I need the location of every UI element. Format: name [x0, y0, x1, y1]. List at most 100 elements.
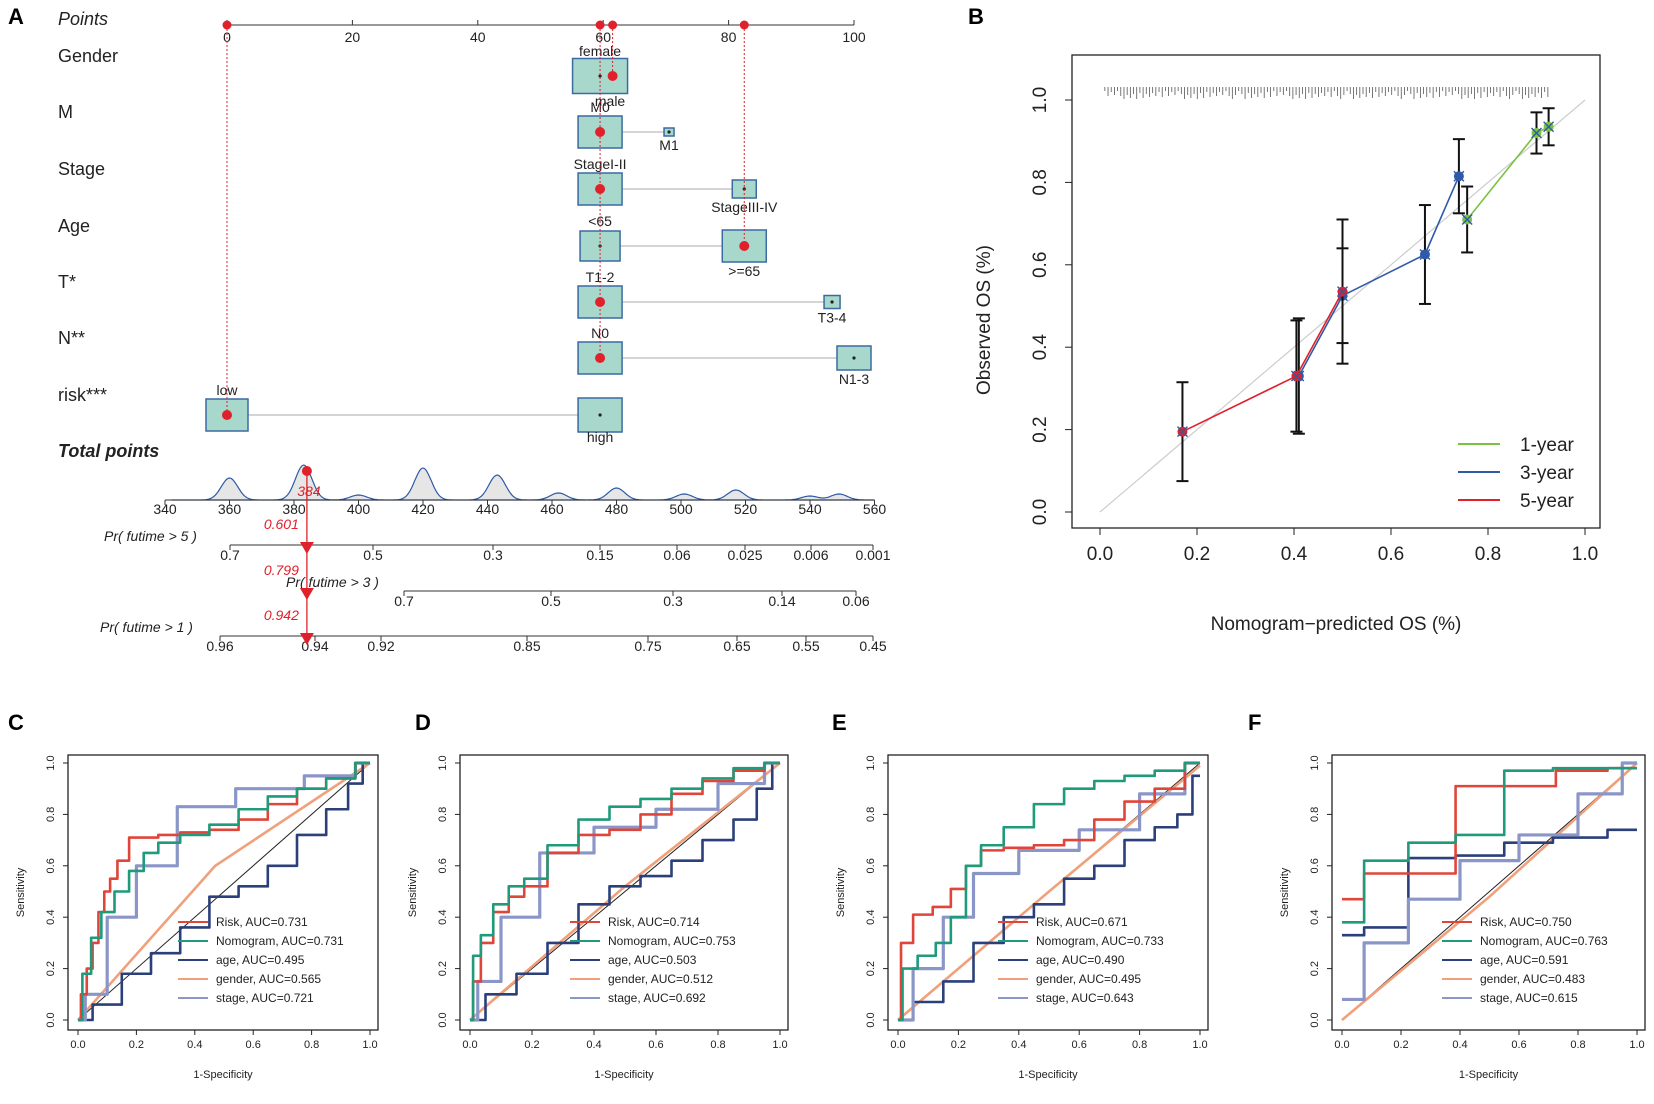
roc-x-tick-label: 0.0 — [462, 1039, 477, 1051]
roc-x-axis-label: 1-Specificity — [594, 1069, 654, 1081]
panel-letter-a: A — [8, 4, 24, 29]
roc-legend-label: gender, AUC=0.512 — [608, 972, 713, 986]
calibration-line — [1182, 291, 1344, 433]
roc-curve-nomogram — [470, 761, 780, 1022]
variable-label: Stage — [58, 159, 105, 179]
roc-legend-label: age, AUC=0.495 — [216, 953, 305, 967]
roc-diagonal — [77, 762, 371, 1021]
legend-label: 5-year — [1520, 491, 1575, 512]
roc-y-tick-label: 1.0 — [437, 755, 449, 770]
calibration-cross — [1290, 370, 1302, 382]
points-tick-label: 20 — [345, 29, 361, 45]
roc-x-tick-label: 1.0 — [772, 1039, 787, 1051]
roc-x-tick-label: 0.6 — [1511, 1039, 1526, 1051]
total-tick-label: 360 — [218, 501, 242, 517]
x-tick-label: 0.4 — [1281, 544, 1308, 565]
level-dot — [598, 413, 602, 417]
roc-y-tick-label: 0.4 — [865, 910, 877, 925]
roc-x-tick-label: 0.8 — [1570, 1039, 1585, 1051]
selected-dot — [595, 127, 606, 137]
total-tick-label: 520 — [734, 501, 758, 517]
roc-y-axis-label: Sensitivity — [407, 867, 419, 917]
total-tick-label: 560 — [863, 501, 887, 517]
roc-curve-age — [78, 761, 370, 1022]
roc-curve-age — [1342, 828, 1637, 937]
roc-x-tick-label: 0.0 — [890, 1039, 905, 1051]
roc-curve-risk — [78, 761, 370, 1022]
y-tick-label: 1.0 — [1030, 87, 1051, 113]
x-tick-label: 0.8 — [1475, 544, 1501, 565]
total-points-density — [171, 464, 875, 501]
roc-y-tick-label: 0.0 — [437, 1012, 449, 1027]
legend-label: 1-year — [1520, 435, 1575, 456]
roc-curve-gender — [1341, 762, 1638, 1021]
total-points-label: Total points — [58, 441, 159, 461]
roc-legend-label: Risk, AUC=0.750 — [1480, 915, 1572, 929]
total-tick-label: 480 — [605, 501, 629, 517]
probability-tick-label: 0.85 — [513, 638, 540, 654]
probability-tick-label: 0.65 — [723, 638, 750, 654]
level-label: T3-4 — [818, 310, 847, 326]
roc-frame — [67, 754, 379, 1031]
probability-row-label: Pr( futime > 5 ) — [104, 528, 197, 544]
probability-tick-label: 0.3 — [483, 547, 503, 563]
roc-x-tick-label: 1.0 — [1192, 1039, 1207, 1051]
roc-y-tick-label: 1.0 — [865, 755, 877, 770]
roc-y-tick-label: 1.0 — [1309, 755, 1321, 770]
probability-value: 0.601 — [264, 516, 299, 532]
roc-frame — [887, 754, 1209, 1031]
roc-y-tick-label: 0.2 — [437, 961, 449, 976]
roc-curve-risk — [1342, 766, 1637, 901]
roc-legend-label: stage, AUC=0.615 — [1480, 991, 1578, 1005]
points-tick-label: 100 — [842, 29, 866, 45]
roc-y-tick-label: 0.2 — [865, 961, 877, 976]
roc-curve-age — [470, 761, 780, 1022]
calibration-cross — [1543, 121, 1555, 133]
probability-value: 0.942 — [264, 607, 299, 623]
level-dot — [852, 356, 856, 360]
probability-value: 0.799 — [264, 562, 299, 578]
roc-frame — [459, 754, 789, 1031]
y-tick-label: 0.6 — [1030, 252, 1051, 278]
roc-y-tick-label: 0.6 — [1309, 858, 1321, 873]
roc-y-axis-label: Sensitivity — [15, 867, 27, 917]
y-axis-label: Observed OS (%) — [974, 245, 995, 395]
roc-legend-label: gender, AUC=0.483 — [1480, 972, 1585, 986]
panel-letter-b: B — [968, 4, 984, 29]
level-label: high — [587, 429, 613, 445]
total-tick-label: 440 — [476, 501, 500, 517]
roc-x-tick-label: 0.6 — [1072, 1039, 1087, 1051]
panel-letter-d: D — [415, 710, 431, 735]
calibration-cross — [1337, 286, 1348, 298]
probability-tick-label: 0.7 — [220, 547, 240, 563]
roc-legend-label: Risk, AUC=0.731 — [216, 915, 308, 929]
roc-y-tick-label: 0.0 — [865, 1012, 877, 1027]
calibration-line — [1298, 175, 1460, 377]
roc-y-tick-label: 0.8 — [1309, 807, 1321, 822]
roc-legend-label: stage, AUC=0.692 — [608, 991, 706, 1005]
probability-tick-label: 0.96 — [206, 638, 233, 654]
total-tick-label: 540 — [798, 501, 822, 517]
roc-x-tick-label: 1.0 — [362, 1039, 377, 1051]
roc-legend-label: gender, AUC=0.565 — [216, 972, 321, 986]
probability-tick-label: 0.06 — [842, 593, 869, 609]
y-tick-label: 0.4 — [1030, 334, 1051, 361]
total-tick-label: 340 — [153, 501, 177, 517]
roc-y-tick-label: 0.6 — [437, 858, 449, 873]
roc-legend-label: age, AUC=0.490 — [1036, 953, 1125, 967]
variable-label: T* — [58, 272, 76, 292]
roc-x-tick-label: 0.4 — [1011, 1039, 1026, 1051]
points-axis-label: Points — [58, 9, 108, 29]
probability-tick-label: 0.5 — [541, 593, 561, 609]
roc-x-tick-label: 0.8 — [304, 1039, 319, 1051]
roc-curve-age — [898, 774, 1200, 1022]
calibration-cross — [1461, 213, 1473, 225]
probability-tick-label: 0.45 — [859, 638, 886, 654]
roc-y-tick-label: 0.4 — [45, 910, 57, 925]
probability-tick-label: 0.006 — [793, 547, 828, 563]
roc-legend-label: Nomogram, AUC=0.733 — [1036, 934, 1164, 948]
level-label: N1-3 — [839, 371, 870, 387]
roc-legend-label: Nomogram, AUC=0.763 — [1480, 934, 1608, 948]
roc-y-tick-label: 1.0 — [45, 755, 57, 770]
